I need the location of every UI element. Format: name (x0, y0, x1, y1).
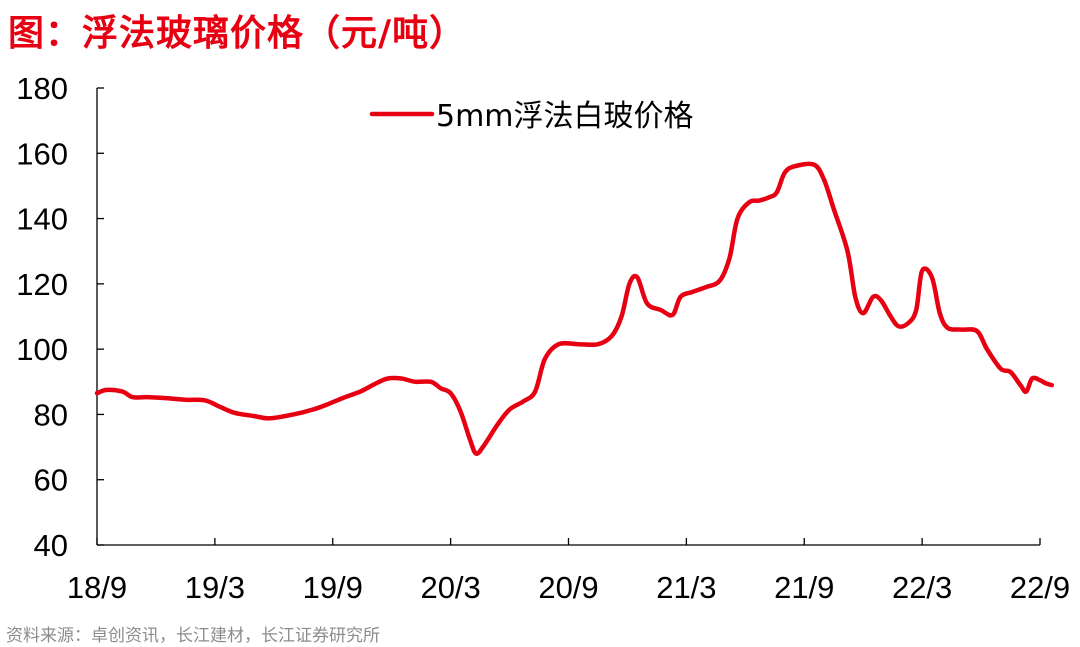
x-tick-label: 19/9 (303, 570, 363, 605)
y-tick-label: 180 (16, 71, 68, 106)
axes: 40 60 80 100 120 140 160 180 18/9 19/3 19/9 20/3 20/… (16, 71, 1070, 605)
y-tick-label: 160 (16, 136, 68, 171)
y-tick-label: 60 (34, 463, 68, 498)
x-tick-label: 20/3 (420, 570, 480, 605)
y-tick-label: 100 (16, 332, 68, 367)
x-tick-label: 18/9 (67, 570, 127, 605)
y-tick-label: 120 (16, 267, 68, 302)
x-tick-label: 21/3 (656, 570, 716, 605)
legend-label: 5mm浮法白玻价格 (436, 99, 694, 134)
x-tick-label: 21/9 (774, 570, 834, 605)
x-tick-label: 19/3 (185, 570, 245, 605)
y-tick-label: 40 (34, 528, 68, 563)
x-tick-label: 22/3 (892, 570, 952, 605)
source-note: 资料来源：卓创资讯，长江建材，长江证券研究所 (6, 626, 380, 646)
chart-title: 图：浮法玻璃价格（元/吨） (8, 13, 467, 54)
x-tick-label: 22/9 (1010, 570, 1070, 605)
legend: 5mm浮法白玻价格 (369, 99, 694, 134)
y-tick-label: 80 (34, 397, 68, 432)
series-line-0 (94, 161, 1055, 456)
x-tick-label: 20/9 (538, 570, 598, 605)
y-tick-label: 140 (16, 202, 68, 237)
series-layer (94, 161, 1055, 456)
